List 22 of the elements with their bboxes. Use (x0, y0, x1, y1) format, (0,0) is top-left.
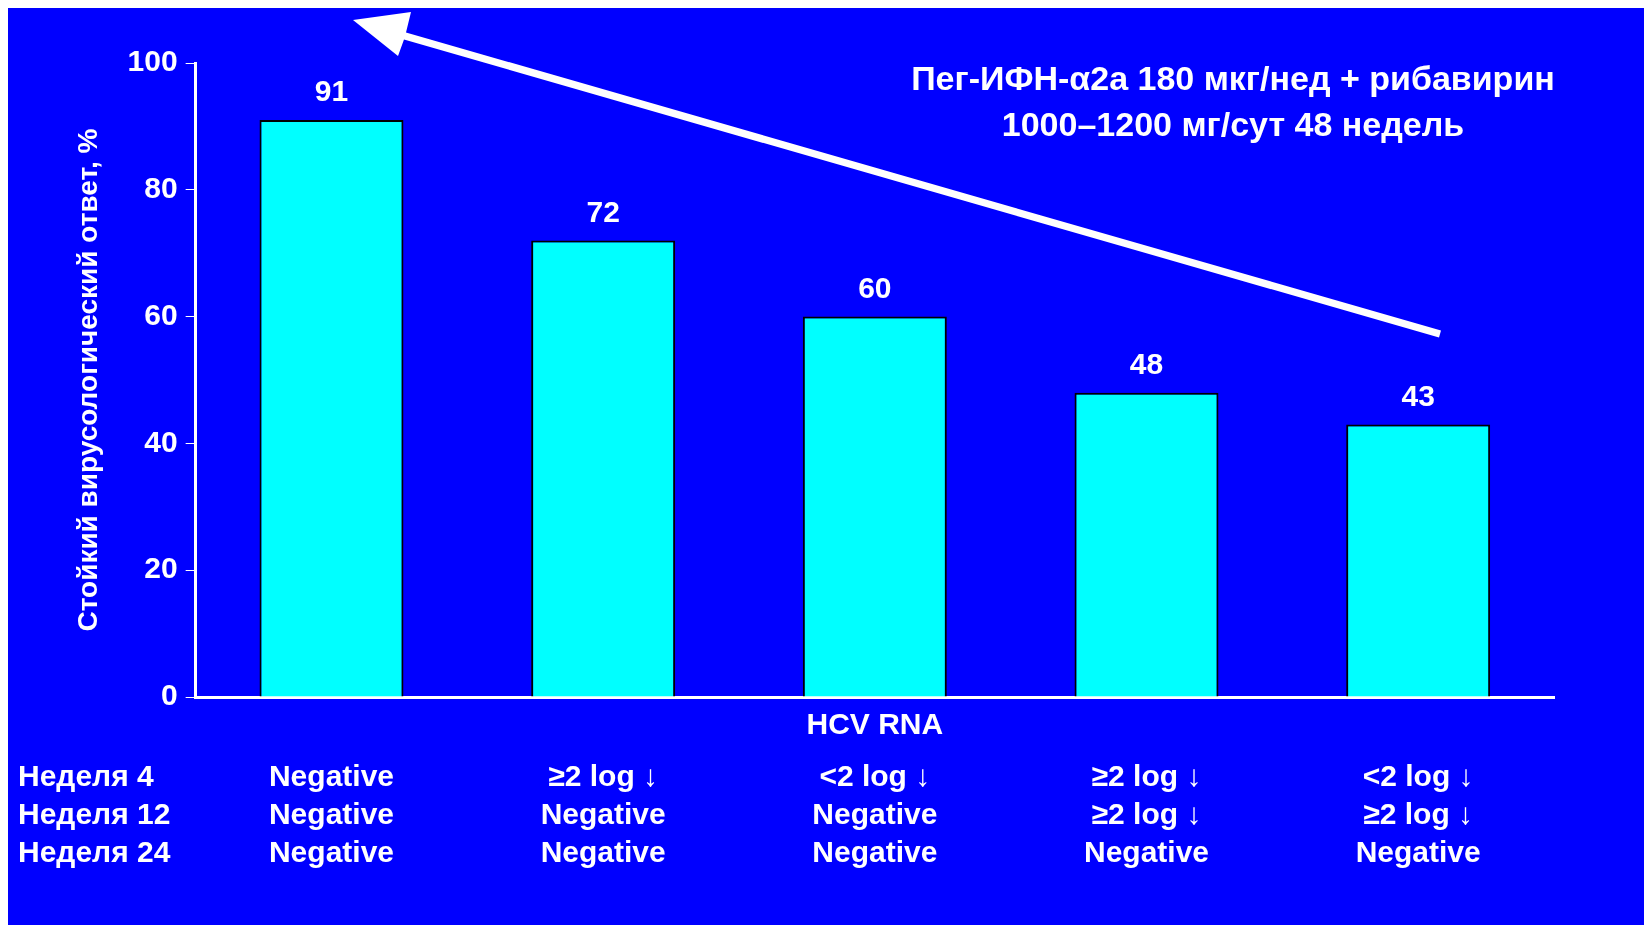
x-axis-title: HCV RNA (806, 707, 944, 741)
data-label: 60 (858, 270, 892, 304)
data-label: 43 (1401, 378, 1435, 412)
y-tick-label: 100 (127, 44, 178, 78)
data-label: 48 (1129, 346, 1164, 380)
y-tick-label: 0 (160, 678, 178, 712)
data-label: 72 (586, 194, 620, 228)
annotation: Пег-ИФН-α2a 180 мкг/нед + рибавирин 1000–1200 мг/сут 48 недель (911, 59, 1555, 144)
y-tick-label: 80 (144, 171, 178, 205)
y-tick-label: 60 (144, 297, 178, 331)
text: Неделя 4 (18, 759, 154, 793)
x-tick-label: <2 log ↓ ≥2 log ↓ Negative (1355, 759, 1481, 869)
y-tick-label: 20 (144, 551, 178, 585)
text: Неделя 24 (18, 835, 171, 869)
y-tick-label: 40 (144, 424, 178, 458)
y-axis-title: Стойкий вирусологический ответ, % (71, 128, 103, 632)
x-tick-label: <2 log ↓ Negative Negative (812, 759, 938, 869)
x-tick-label: Negative Negative Negative (268, 759, 395, 869)
data-label: 91 (314, 74, 349, 108)
x-tick-label: ≥2 log ↓ ≥2 log ↓ Negative (1083, 759, 1210, 869)
text: Неделя 12 (18, 797, 171, 831)
x-tick-label: ≥2 log ↓ Negative Negative (540, 759, 666, 869)
